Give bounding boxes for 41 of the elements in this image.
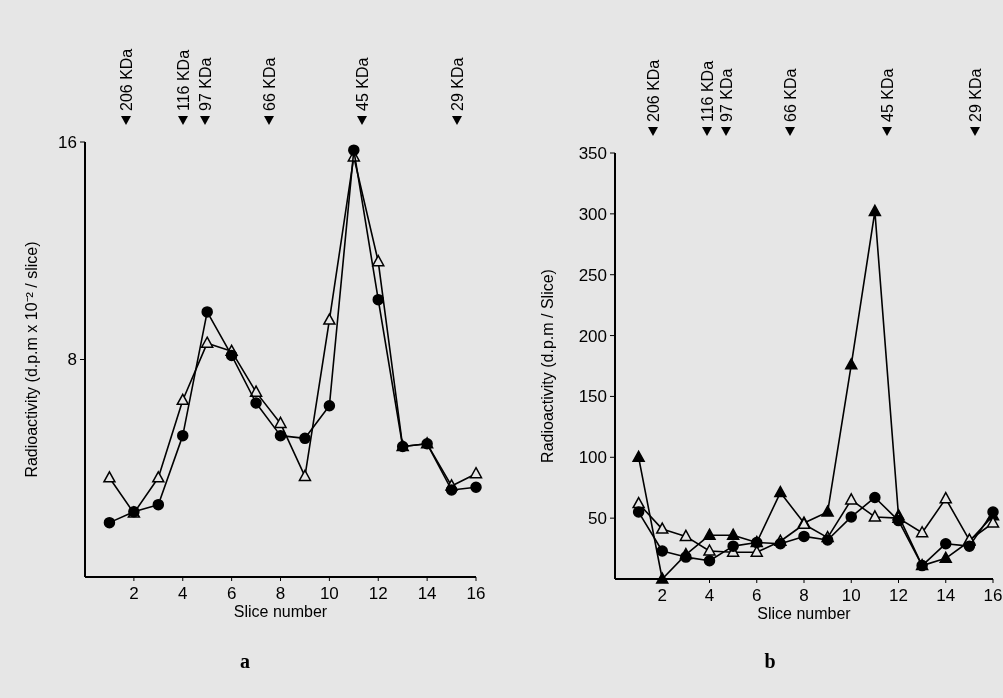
x-tick-label: 16 xyxy=(466,584,486,603)
x-tick-label: 2 xyxy=(129,584,139,603)
y-axis-title: Radioactivity (d.p.m x 10⁻² / slice) xyxy=(23,241,40,478)
x-tick-label: 10 xyxy=(319,584,339,603)
y-tick-label: 150 xyxy=(578,387,607,407)
text: 29 KDa xyxy=(449,57,466,111)
text: 116 KDa xyxy=(699,60,716,122)
y-axis-title: Radioactivity (d.p.m / Slice) xyxy=(539,269,556,463)
text: 97 KDa xyxy=(197,57,214,111)
x-axis-title: Slice number xyxy=(757,605,852,622)
x-tick-label: 4 xyxy=(178,584,188,603)
text: 66 KDa xyxy=(261,57,278,111)
text: 66 KDa xyxy=(782,68,799,122)
x-tick-label: 10 xyxy=(841,586,861,605)
x-tick-label: 16 xyxy=(983,586,1003,605)
x-tick-label: 6 xyxy=(226,584,237,603)
text: 45 KDa xyxy=(879,68,896,122)
x-tick-label: 14 xyxy=(936,586,956,605)
x-tick-label: 8 xyxy=(799,586,809,605)
x-tick-label: 4 xyxy=(704,586,715,605)
x-axis-title: Slice number xyxy=(233,603,328,620)
text: 116 KDa xyxy=(175,49,192,111)
x-tick-label: 12 xyxy=(889,586,908,605)
x-tick-label: 12 xyxy=(368,584,388,603)
y-tick-label: 350 xyxy=(578,143,607,163)
text: 206 KDa xyxy=(118,48,135,111)
text: 97 KDa xyxy=(718,68,735,122)
x-tick-label: 8 xyxy=(275,584,286,603)
text: a xyxy=(240,650,250,672)
y-tick-label: 300 xyxy=(578,204,607,224)
y-tick-label: 50 xyxy=(588,509,607,529)
x-tick-label: 14 xyxy=(417,584,437,603)
x-tick-label: 2 xyxy=(657,586,667,605)
y-tick-label: 100 xyxy=(578,448,607,468)
text: 29 KDa xyxy=(967,68,984,122)
x-tick-label: 6 xyxy=(752,586,762,605)
y-tick-label: 250 xyxy=(578,265,607,285)
text: 45 KDa xyxy=(354,57,371,111)
text: 206 KDa xyxy=(645,59,662,122)
text: b xyxy=(764,650,776,672)
y-tick-label: 200 xyxy=(578,326,607,346)
